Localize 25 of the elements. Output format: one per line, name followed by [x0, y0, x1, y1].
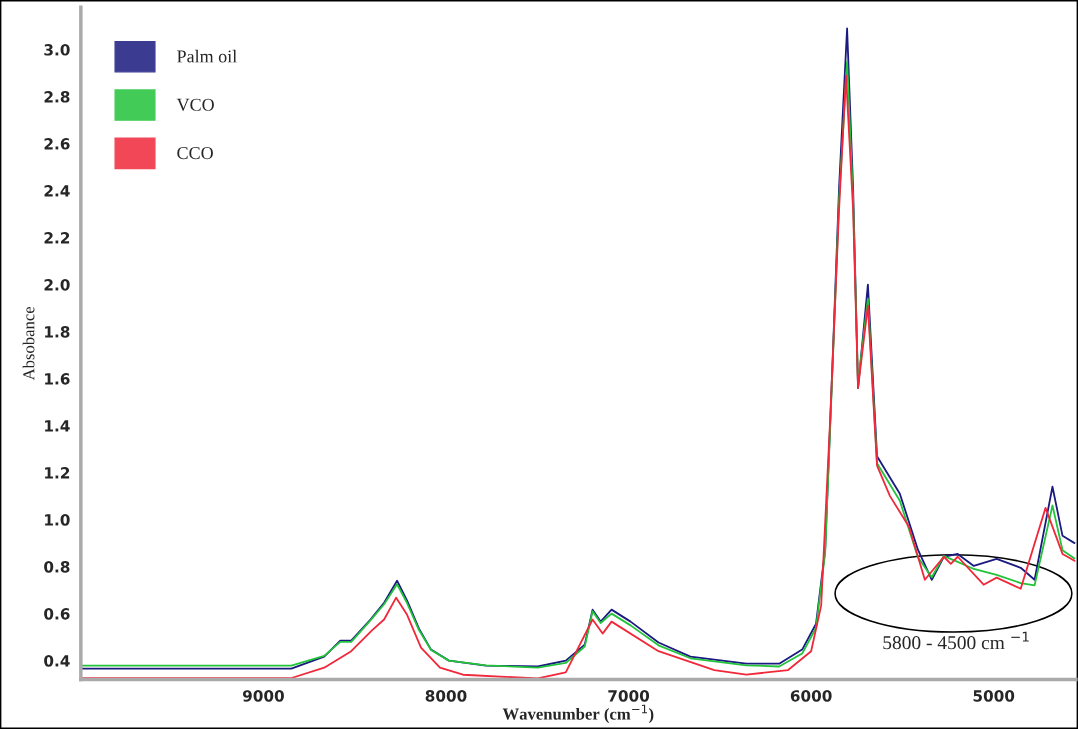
y-tick-label: 1.8: [45, 326, 70, 338]
legend-label: VCO: [176, 98, 214, 111]
y-tick-label: 1.6: [45, 373, 70, 385]
y-tick-label: 2.8: [44, 91, 70, 103]
y-axis-title: Absobance: [22, 306, 35, 381]
x-tick-label: 9000: [242, 690, 284, 702]
x-tick-label: 5000: [973, 690, 1015, 702]
y-tick-label: 2.4: [44, 185, 70, 197]
x-axis-title: Wavenumber (cm$^{−1}$): [502, 704, 654, 724]
y-tick-label: 0.8: [44, 561, 70, 573]
x-tick-label: 7000: [608, 690, 650, 702]
y-tick-label: 2.6: [44, 138, 70, 150]
annotation: 5800 - 4500 cm $^{−1}$: [883, 631, 1029, 650]
y-tick-label: 1.4: [45, 420, 70, 432]
y-tick-label: 0.6: [44, 608, 70, 620]
y-tick-label: 2.2: [44, 232, 70, 244]
x-tick-label: 6000: [790, 690, 832, 702]
x-tick-label: 8000: [425, 690, 467, 702]
y-tick-label: 1.0: [45, 514, 70, 526]
y-tick-label: 2.0: [44, 279, 70, 291]
legend-label: CCO: [177, 147, 213, 160]
legend-label: Palm oil: [177, 49, 237, 63]
y-tick-label: 0.4: [44, 655, 70, 667]
y-tick-label: 3.0: [44, 44, 70, 56]
y-tick-label: 1.2: [45, 467, 70, 479]
